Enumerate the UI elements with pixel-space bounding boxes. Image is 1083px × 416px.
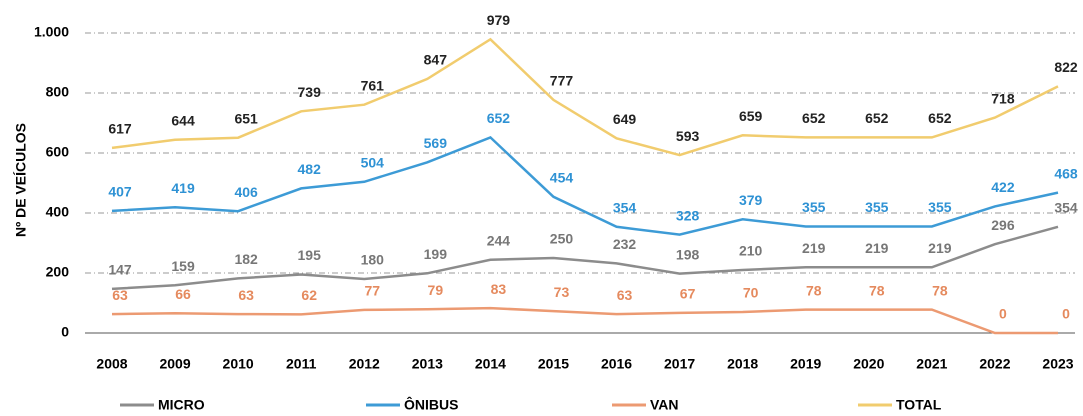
data-label: 355 bbox=[865, 199, 889, 215]
data-label: 70 bbox=[743, 285, 759, 301]
y-tick-label: 600 bbox=[46, 144, 70, 160]
data-label: 454 bbox=[550, 170, 574, 186]
data-label: 652 bbox=[487, 110, 511, 126]
y-tick-label: 800 bbox=[46, 84, 70, 100]
data-label: 147 bbox=[108, 262, 132, 278]
data-label: 63 bbox=[617, 287, 633, 303]
data-label: 182 bbox=[234, 251, 258, 267]
data-label: 0 bbox=[1062, 306, 1070, 322]
data-label: 652 bbox=[802, 110, 826, 126]
data-label: 0 bbox=[999, 306, 1007, 322]
data-label: 210 bbox=[739, 243, 763, 259]
series-line bbox=[111, 225, 1059, 291]
data-label: 73 bbox=[554, 284, 570, 300]
data-label: 62 bbox=[301, 287, 317, 303]
data-label: 195 bbox=[298, 247, 322, 263]
legend-label: TOTAL bbox=[896, 397, 942, 413]
data-label: 232 bbox=[613, 236, 637, 252]
data-label: 739 bbox=[298, 84, 322, 100]
data-label: 617 bbox=[108, 121, 132, 137]
data-label: 644 bbox=[171, 113, 195, 129]
data-label: 250 bbox=[550, 231, 574, 247]
data-label: 67 bbox=[680, 286, 696, 302]
data-label: 979 bbox=[487, 12, 511, 28]
x-tick-label: 2012 bbox=[349, 356, 380, 372]
x-tick-label: 2015 bbox=[538, 356, 569, 372]
data-label: 652 bbox=[928, 110, 952, 126]
legend-label: MICRO bbox=[158, 397, 205, 413]
data-label: 407 bbox=[108, 184, 132, 200]
data-label: 659 bbox=[739, 108, 763, 124]
x-tick-label: 2013 bbox=[412, 356, 443, 372]
data-label: 180 bbox=[361, 252, 385, 268]
y-tick-label: 0 bbox=[61, 324, 69, 340]
x-tick-label: 2022 bbox=[979, 356, 1010, 372]
data-label: 83 bbox=[491, 281, 507, 297]
x-tick-label: 2019 bbox=[790, 356, 821, 372]
data-label: 328 bbox=[676, 207, 700, 223]
data-label: 569 bbox=[424, 135, 448, 151]
data-label: 355 bbox=[802, 199, 826, 215]
x-tick-label: 2011 bbox=[286, 356, 317, 372]
data-label: 63 bbox=[238, 287, 254, 303]
data-label: 777 bbox=[550, 73, 574, 89]
x-tick-label: 2017 bbox=[664, 356, 695, 372]
data-label: 847 bbox=[424, 52, 448, 68]
y-tick-label: 1.000 bbox=[34, 24, 69, 40]
data-label: 219 bbox=[865, 240, 889, 256]
series-line bbox=[111, 306, 1058, 335]
y-tick-label: 200 bbox=[46, 264, 70, 280]
y-tick-label: 400 bbox=[46, 204, 70, 220]
x-tick-label: 2023 bbox=[1042, 356, 1073, 372]
series-line bbox=[111, 135, 1059, 236]
data-label: 504 bbox=[361, 155, 385, 171]
data-label: 78 bbox=[869, 282, 885, 298]
y-axis-label: Nº DE VEÍCULOS bbox=[13, 123, 29, 237]
data-label: 199 bbox=[424, 246, 448, 262]
data-label: 354 bbox=[1054, 200, 1078, 216]
x-tick-label: 2010 bbox=[223, 356, 254, 372]
data-label: 66 bbox=[175, 286, 191, 302]
data-label: 354 bbox=[613, 200, 637, 216]
x-tick-label: 2016 bbox=[601, 356, 632, 372]
data-label: 77 bbox=[364, 283, 380, 299]
data-label: 63 bbox=[112, 287, 128, 303]
data-label: 219 bbox=[928, 240, 952, 256]
data-label: 468 bbox=[1054, 165, 1078, 181]
data-label: 296 bbox=[991, 217, 1015, 233]
data-label: 652 bbox=[865, 110, 889, 126]
data-label: 219 bbox=[802, 240, 826, 256]
legend-label: ÔNIBUS bbox=[404, 396, 458, 413]
x-tick-label: 2018 bbox=[727, 356, 758, 372]
data-label: 422 bbox=[991, 179, 1015, 195]
x-tick-label: 2008 bbox=[96, 356, 127, 372]
data-label: 198 bbox=[676, 246, 700, 262]
data-label: 593 bbox=[676, 128, 700, 144]
x-tick-label: 2020 bbox=[853, 356, 884, 372]
data-label: 761 bbox=[361, 77, 385, 93]
data-label: 649 bbox=[613, 111, 637, 127]
x-tick-label: 2009 bbox=[159, 356, 190, 372]
data-label: 78 bbox=[932, 282, 948, 298]
data-label: 419 bbox=[171, 180, 195, 196]
data-label: 482 bbox=[298, 161, 322, 177]
data-label: 159 bbox=[171, 258, 195, 274]
x-tick-label: 2014 bbox=[475, 356, 506, 372]
data-label: 355 bbox=[928, 199, 952, 215]
x-tick-label: 2021 bbox=[916, 356, 947, 372]
data-label: 78 bbox=[806, 282, 822, 298]
data-label: 718 bbox=[991, 90, 1015, 106]
data-label: 651 bbox=[234, 110, 258, 126]
data-label: 406 bbox=[234, 184, 258, 200]
series-line bbox=[111, 37, 1059, 157]
data-label: 244 bbox=[487, 233, 511, 249]
data-label: 379 bbox=[739, 192, 763, 208]
data-label: 822 bbox=[1054, 59, 1078, 75]
data-label: 79 bbox=[428, 282, 444, 298]
legend-label: VAN bbox=[650, 397, 679, 413]
